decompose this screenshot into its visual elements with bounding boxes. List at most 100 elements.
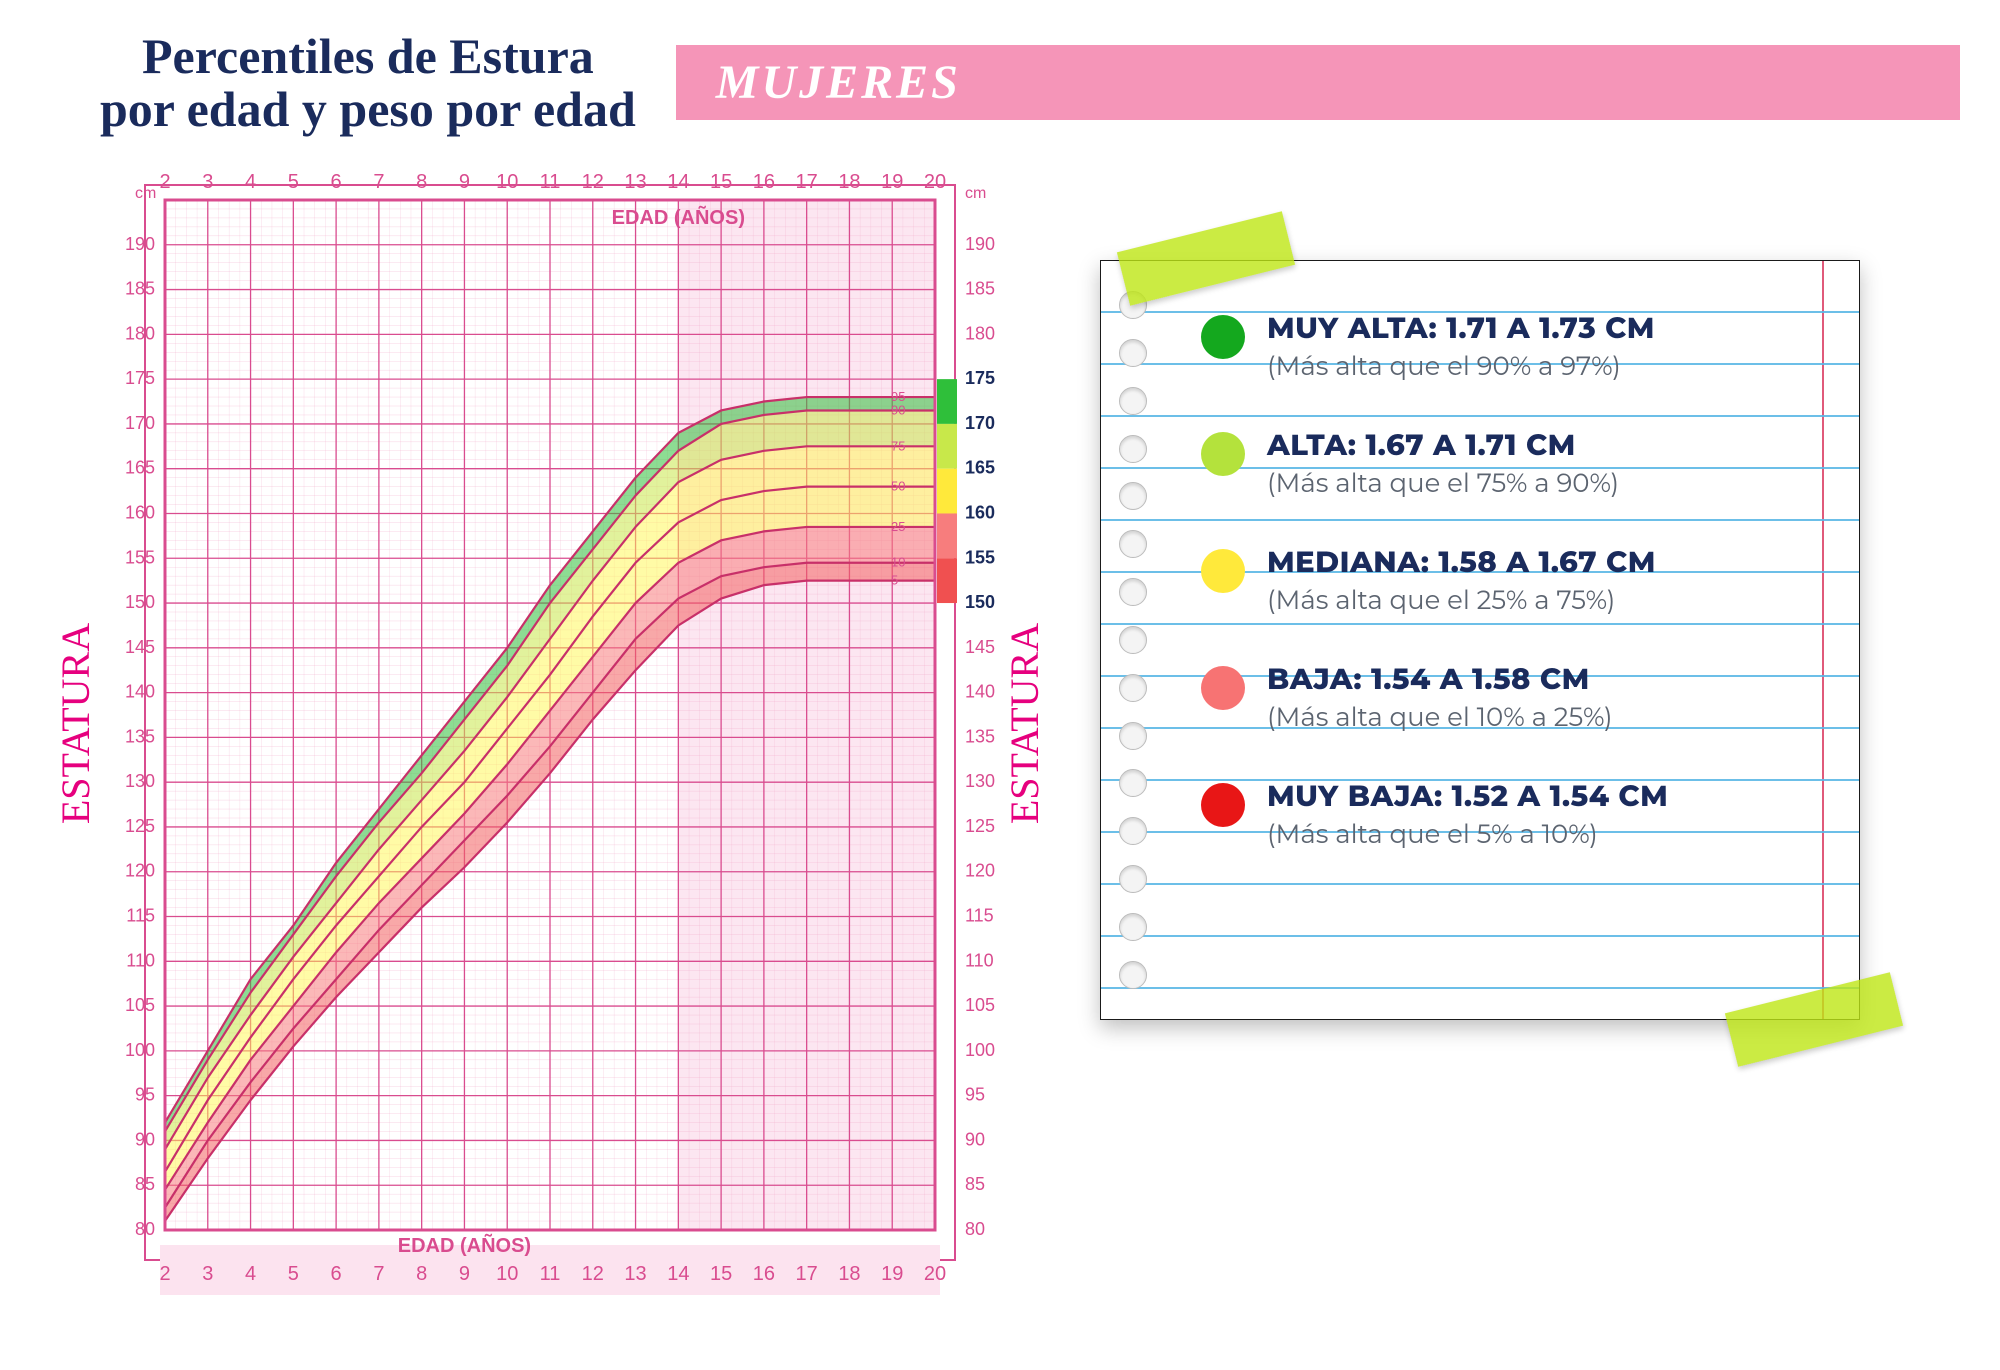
- svg-text:4: 4: [245, 171, 256, 193]
- svg-text:150: 150: [125, 592, 155, 612]
- svg-text:14: 14: [667, 1263, 689, 1285]
- svg-text:15: 15: [710, 1263, 732, 1285]
- svg-text:120: 120: [965, 861, 995, 881]
- legend-item: BAJA: 1.54 A 1.58 CM (Más alta que el 10%…: [1201, 662, 1819, 733]
- tape-decoration: [1117, 211, 1295, 305]
- svg-text:105: 105: [965, 995, 995, 1015]
- svg-text:135: 135: [125, 726, 155, 746]
- svg-text:190: 190: [125, 234, 155, 254]
- legend-item: MUY ALTA: 1.71 A 1.73 CM(Más alta que el…: [1201, 311, 1819, 382]
- notebook-hole: [1119, 339, 1147, 367]
- svg-text:165: 165: [125, 458, 155, 478]
- svg-text:175: 175: [965, 368, 995, 388]
- legend-title: ALTA: 1.67 A 1.71 CM: [1267, 428, 1619, 463]
- legend-color-dot: [1201, 549, 1245, 593]
- svg-text:80: 80: [965, 1219, 985, 1239]
- svg-text:25: 25: [891, 519, 905, 534]
- svg-text:19: 19: [881, 1263, 903, 1285]
- svg-text:145: 145: [125, 637, 155, 657]
- svg-text:9: 9: [459, 1263, 470, 1285]
- svg-text:150: 150: [965, 592, 995, 612]
- svg-text:20: 20: [924, 171, 946, 193]
- notebook-hole: [1119, 769, 1147, 797]
- legend-color-dot: [1201, 432, 1245, 476]
- svg-text:125: 125: [125, 816, 155, 836]
- svg-text:EDAD (AÑOS): EDAD (AÑOS): [398, 1234, 531, 1257]
- svg-text:90: 90: [891, 402, 905, 417]
- svg-text:85: 85: [135, 1174, 155, 1194]
- svg-text:80: 80: [135, 1219, 155, 1239]
- notebook-hole: [1119, 482, 1147, 510]
- svg-text:7: 7: [373, 1263, 384, 1285]
- svg-text:165: 165: [965, 458, 995, 478]
- legend-title: MEDIANA: 1.58 A 1.67 CM: [1267, 545, 1656, 580]
- legend-title: MUY BAJA: 1.52 A 1.54 CM: [1267, 779, 1668, 814]
- svg-text:120: 120: [125, 861, 155, 881]
- svg-text:115: 115: [965, 906, 994, 926]
- svg-text:7: 7: [373, 171, 384, 193]
- svg-text:190: 190: [965, 234, 995, 254]
- svg-text:11: 11: [540, 1263, 561, 1285]
- legend-color-dot: [1201, 315, 1245, 359]
- svg-text:2: 2: [159, 1263, 170, 1285]
- notebook-hole: [1119, 578, 1147, 606]
- svg-text:130: 130: [965, 771, 995, 791]
- legend-title: BAJA: 1.54 A 1.58 CM: [1267, 662, 1613, 697]
- svg-text:18: 18: [838, 1263, 860, 1285]
- svg-text:EDAD (AÑOS): EDAD (AÑOS): [612, 206, 745, 229]
- notebook-hole: [1119, 674, 1147, 702]
- notebook-hole: [1119, 626, 1147, 654]
- svg-text:4: 4: [245, 1263, 256, 1285]
- svg-text:75: 75: [891, 438, 905, 453]
- legend-item: ALTA: 1.67 A 1.71 CM(Más alta que el 75%…: [1201, 428, 1819, 499]
- svg-text:180: 180: [965, 323, 995, 343]
- svg-text:20: 20: [924, 1263, 946, 1285]
- svg-text:185: 185: [965, 279, 995, 299]
- notebook-hole: [1119, 865, 1147, 893]
- svg-text:90: 90: [135, 1129, 155, 1149]
- gender-banner: MUJERES: [676, 45, 1960, 120]
- svg-text:15: 15: [710, 171, 732, 193]
- svg-text:10: 10: [891, 555, 905, 570]
- svg-text:175: 175: [125, 368, 155, 388]
- svg-text:18: 18: [838, 171, 860, 193]
- notebook-hole: [1119, 913, 1147, 941]
- legend-sub: (Más alta que el 5% a 10%): [1267, 818, 1668, 850]
- svg-text:170: 170: [125, 413, 155, 433]
- svg-text:9: 9: [459, 171, 470, 193]
- svg-text:5: 5: [288, 171, 299, 193]
- legend-sub: (Más alta que el 10% a 25%): [1267, 701, 1613, 733]
- svg-text:85: 85: [965, 1174, 985, 1194]
- svg-text:11: 11: [540, 171, 561, 193]
- legend-item: MUY BAJA: 1.52 A 1.54 CM (Más alta que el…: [1201, 779, 1819, 850]
- svg-text:130: 130: [125, 771, 155, 791]
- svg-text:90: 90: [965, 1129, 985, 1149]
- svg-text:6: 6: [331, 171, 342, 193]
- growth-chart: ESTATURA ESTATURA 8080858590909595100100…: [40, 160, 1040, 1340]
- notebook-hole: [1119, 961, 1147, 989]
- svg-text:19: 19: [881, 171, 903, 193]
- legend-color-dot: [1201, 783, 1245, 827]
- svg-text:185: 185: [125, 279, 155, 299]
- svg-text:cm: cm: [135, 185, 156, 202]
- svg-text:115: 115: [126, 906, 155, 926]
- svg-text:13: 13: [624, 1263, 646, 1285]
- svg-text:12: 12: [582, 171, 604, 193]
- svg-text:14: 14: [667, 171, 689, 193]
- svg-text:5: 5: [891, 573, 898, 588]
- svg-text:6: 6: [331, 1263, 342, 1285]
- svg-text:180: 180: [125, 323, 155, 343]
- svg-text:16: 16: [753, 1263, 775, 1285]
- svg-text:155: 155: [965, 547, 995, 567]
- notebook-hole: [1119, 722, 1147, 750]
- svg-text:125: 125: [965, 816, 995, 836]
- svg-text:2: 2: [159, 171, 170, 193]
- legend-sub: (Más alta que el 25% a 75%): [1267, 584, 1656, 616]
- notebook-hole: [1119, 530, 1147, 558]
- svg-text:100: 100: [965, 1040, 995, 1060]
- svg-text:3: 3: [202, 1263, 213, 1285]
- page-title: Percentiles de Estura por edad y peso po…: [40, 30, 636, 135]
- svg-text:12: 12: [582, 1263, 604, 1285]
- svg-text:140: 140: [125, 682, 155, 702]
- svg-text:110: 110: [965, 950, 994, 970]
